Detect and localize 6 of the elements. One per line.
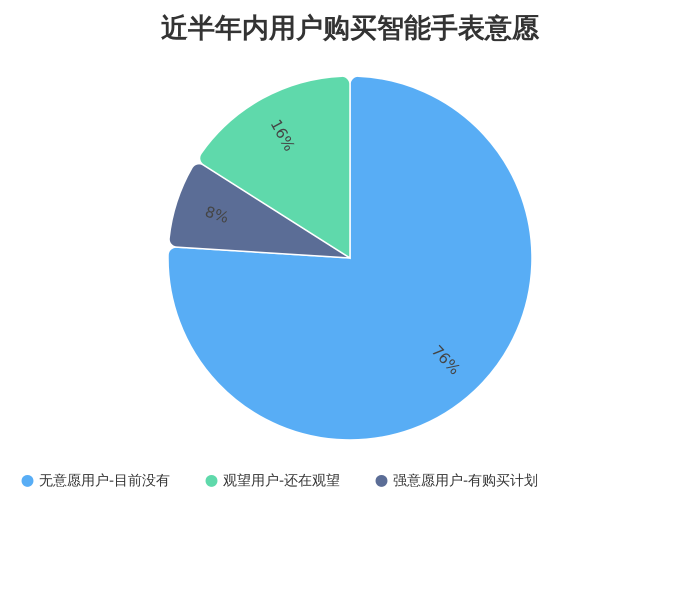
legend-label: 无意愿用户-目前没有 (39, 472, 170, 489)
data-label: 8% (202, 202, 231, 227)
legend-label: 强意愿用户-有购买计划 (393, 472, 538, 489)
chart-title: 近半年内用户购买智能手表意愿 (161, 13, 540, 44)
legend-label: 观望用户-还在观望 (223, 472, 340, 489)
data-label: 16% (266, 116, 298, 154)
